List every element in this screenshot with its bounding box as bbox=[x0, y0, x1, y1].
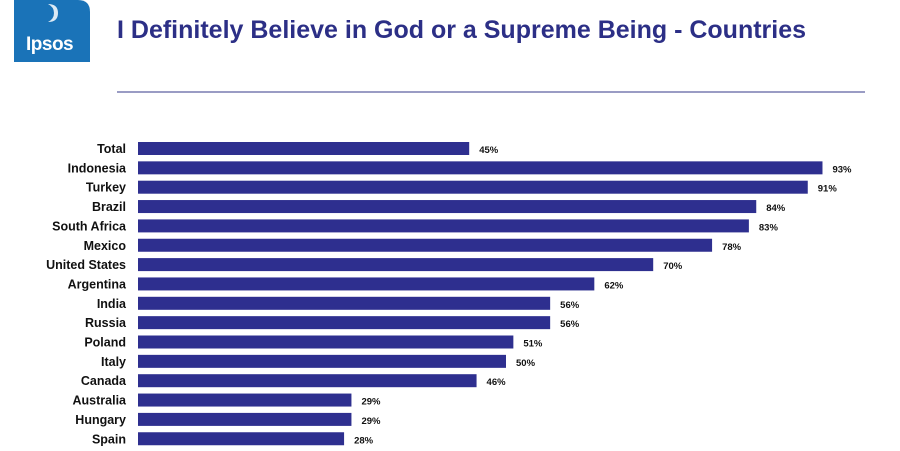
value-label: 29% bbox=[361, 416, 381, 427]
ipsos-logo: Ipsos bbox=[14, 0, 90, 62]
bar bbox=[138, 316, 551, 330]
category-label: Indonesia bbox=[68, 161, 127, 175]
bar bbox=[138, 296, 551, 310]
bar bbox=[138, 374, 477, 388]
category-label: Hungary bbox=[75, 413, 126, 427]
bar bbox=[138, 238, 713, 252]
value-label: 50% bbox=[516, 358, 536, 369]
value-label: 51% bbox=[523, 339, 543, 350]
bar bbox=[138, 180, 808, 194]
bar bbox=[138, 219, 749, 233]
value-label: 45% bbox=[479, 145, 499, 156]
category-label: United States bbox=[46, 258, 126, 272]
bar bbox=[138, 354, 506, 368]
value-label: 70% bbox=[663, 261, 683, 272]
bar bbox=[138, 200, 757, 214]
value-label: 29% bbox=[361, 397, 381, 408]
category-label: Mexico bbox=[84, 239, 127, 253]
bar bbox=[138, 432, 345, 446]
value-label: 78% bbox=[722, 242, 742, 253]
category-label: Russia bbox=[85, 316, 127, 330]
category-label: Poland bbox=[84, 336, 126, 350]
title-divider bbox=[117, 91, 865, 93]
value-label: 56% bbox=[560, 319, 580, 330]
bar bbox=[138, 335, 514, 349]
ipsos-logo-shape bbox=[14, 0, 90, 62]
bar bbox=[138, 161, 823, 175]
category-label: South Africa bbox=[52, 219, 127, 233]
value-label: 83% bbox=[759, 222, 779, 233]
bar bbox=[138, 142, 470, 155]
bar bbox=[138, 258, 654, 272]
page-title: I Definitely Believe in God or a Supreme… bbox=[117, 16, 807, 44]
category-label: Brazil bbox=[92, 200, 126, 214]
category-label: Argentina bbox=[68, 277, 127, 291]
value-label: 62% bbox=[604, 280, 624, 291]
value-label: 91% bbox=[818, 184, 838, 195]
category-label: Canada bbox=[81, 374, 127, 388]
logo-text: Ipsos bbox=[26, 34, 74, 55]
value-label: 56% bbox=[560, 300, 580, 311]
category-label: Total bbox=[97, 142, 126, 156]
value-label: 28% bbox=[354, 435, 374, 446]
category-label: Australia bbox=[73, 394, 128, 408]
value-label: 84% bbox=[766, 203, 786, 214]
bar-chart: Total 45% Indonesia 93% Turkey 91% Brazil 84% So… bbox=[46, 142, 852, 446]
bar bbox=[138, 277, 595, 291]
category-label: Turkey bbox=[86, 181, 126, 195]
bar bbox=[138, 393, 352, 407]
category-label: Italy bbox=[101, 355, 126, 369]
value-label: 46% bbox=[487, 377, 507, 388]
category-label: Spain bbox=[92, 432, 126, 446]
bar bbox=[138, 412, 352, 426]
category-label: India bbox=[97, 297, 127, 311]
value-label: 93% bbox=[832, 164, 852, 175]
